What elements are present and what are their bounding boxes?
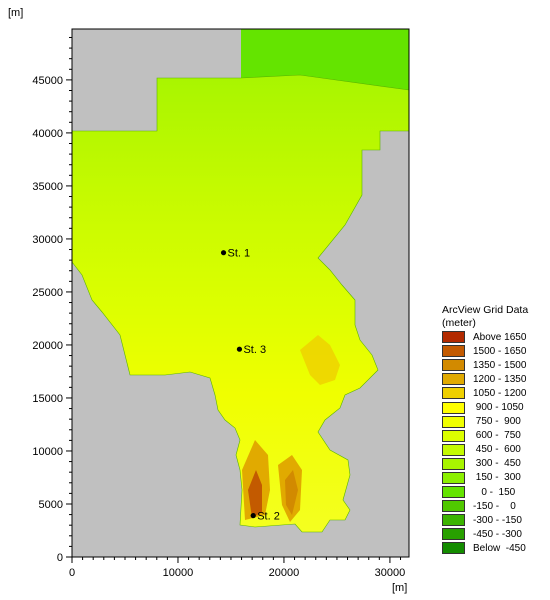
- legend-label: 1200 - 1350: [473, 373, 527, 385]
- legend-label: -300 - -150: [473, 514, 522, 526]
- legend-title-line2: (meter): [442, 317, 476, 329]
- legend-entry: -300 - -150: [442, 513, 547, 527]
- legend-entry: Below -450: [442, 541, 547, 555]
- legend-label: 300 - 450: [473, 458, 521, 470]
- legend-entry: -450 - -300: [442, 527, 547, 541]
- legend-swatch: [442, 401, 465, 414]
- y-axis-unit-label: [m]: [8, 7, 23, 19]
- legend-swatch: [442, 500, 465, 513]
- stations-layer: St. 1 St. 3 St. 2: [220, 248, 280, 523]
- legend-entry: 0 - 150: [442, 485, 547, 499]
- legend-label: 750 - 900: [473, 416, 521, 428]
- station-dot: [250, 513, 256, 519]
- legend-label: 0 - 150: [473, 486, 516, 498]
- x-tick-label: 30000: [375, 567, 406, 579]
- legend-swatch: [442, 331, 465, 344]
- legend-label: 900 - 1050: [473, 402, 524, 414]
- y-tick-label: 35000: [32, 181, 63, 193]
- legend-entry: 1200 - 1350: [442, 372, 547, 386]
- station-label: St. 3: [243, 344, 266, 356]
- legend-swatch: [442, 387, 465, 400]
- station-dot: [236, 346, 243, 352]
- x-axis-unit-label: [m]: [392, 582, 407, 594]
- legend-swatch: [442, 486, 465, 499]
- legend-entry: Above 1650: [442, 330, 547, 344]
- legend-entry: 300 - 450: [442, 457, 547, 471]
- legend: ArcView Grid Data (meter) Above 1650 1500…: [442, 304, 547, 556]
- y-tick-label: 30000: [32, 234, 63, 246]
- legend-entry: 900 - 1050: [442, 400, 547, 414]
- legend-label: 150 - 300: [473, 472, 521, 484]
- legend-label: -450 - -300: [473, 528, 522, 540]
- x-tick-label: 0: [69, 567, 75, 579]
- station-label: St. 1: [228, 248, 251, 260]
- legend-entry: 1350 - 1500: [442, 358, 547, 372]
- legend-label: 1500 - 1650: [473, 345, 527, 357]
- y-tick-label: 20000: [32, 340, 63, 352]
- y-tick-label: 15000: [32, 393, 63, 405]
- legend-title-line1: ArcView Grid Data: [442, 304, 529, 316]
- legend-entry: -150 - 0: [442, 499, 547, 513]
- y-axis: 0 5000 10000 15000 20000 25000 30000 35000 40000…: [32, 36, 72, 564]
- legend-swatch: [442, 345, 465, 358]
- legend-swatch: [442, 528, 465, 541]
- y-tick-label: 0: [57, 552, 63, 564]
- legend-label: -150 - 0: [473, 500, 516, 512]
- legend-entries: Above 1650 1500 - 1650 1350 - 1500 1200 - 1…: [442, 330, 547, 556]
- station-marker[interactable]: St. 1: [220, 248, 251, 260]
- x-tick-label: 20000: [269, 567, 300, 579]
- terrain-region: [71, 74, 410, 533]
- legend-entry: 750 - 900: [442, 415, 547, 429]
- legend-swatch: [442, 429, 465, 442]
- legend-label: 600 - 750: [473, 430, 521, 442]
- legend-label: Below -450: [473, 542, 526, 554]
- plot-frame: [71, 28, 410, 558]
- legend-swatch: [442, 471, 465, 484]
- legend-swatch: [442, 457, 465, 470]
- legend-swatch: [442, 359, 465, 372]
- legend-entry: 600 - 750: [442, 429, 547, 443]
- station-label: St. 2: [257, 511, 280, 523]
- legend-entry: 1050 - 1200: [442, 386, 547, 400]
- legend-label: 1350 - 1500: [473, 359, 527, 371]
- legend-swatch: [442, 514, 465, 527]
- legend-label: Above 1650: [473, 331, 527, 343]
- legend-entry: 1500 - 1650: [442, 344, 547, 358]
- x-tick-label: 10000: [163, 567, 194, 579]
- legend-label: 1050 - 1200: [473, 387, 527, 399]
- legend-swatch: [442, 415, 465, 428]
- highland-east: [300, 335, 340, 385]
- station-marker[interactable]: St. 3: [236, 344, 266, 356]
- x-axis: 0 10000 20000 30000: [69, 557, 405, 579]
- y-tick-label: 10000: [32, 446, 63, 458]
- legend-swatch: [442, 443, 465, 456]
- highland-south-peak: [248, 470, 262, 518]
- legend-swatch: [442, 542, 465, 555]
- legend-entry: 150 - 300: [442, 471, 547, 485]
- legend-label: 450 - 600: [473, 444, 521, 456]
- highland-south-2-peak: [285, 470, 298, 515]
- legend-title: ArcView Grid Data (meter): [442, 304, 547, 330]
- station-marker[interactable]: St. 2: [250, 511, 280, 523]
- legend-entry: 450 - 600: [442, 443, 547, 457]
- y-tick-label: 40000: [32, 128, 63, 140]
- y-tick-label: 25000: [32, 287, 63, 299]
- y-tick-label: 5000: [39, 499, 63, 511]
- y-tick-label: 45000: [32, 75, 63, 87]
- station-dot: [220, 250, 227, 256]
- legend-swatch: [442, 373, 465, 386]
